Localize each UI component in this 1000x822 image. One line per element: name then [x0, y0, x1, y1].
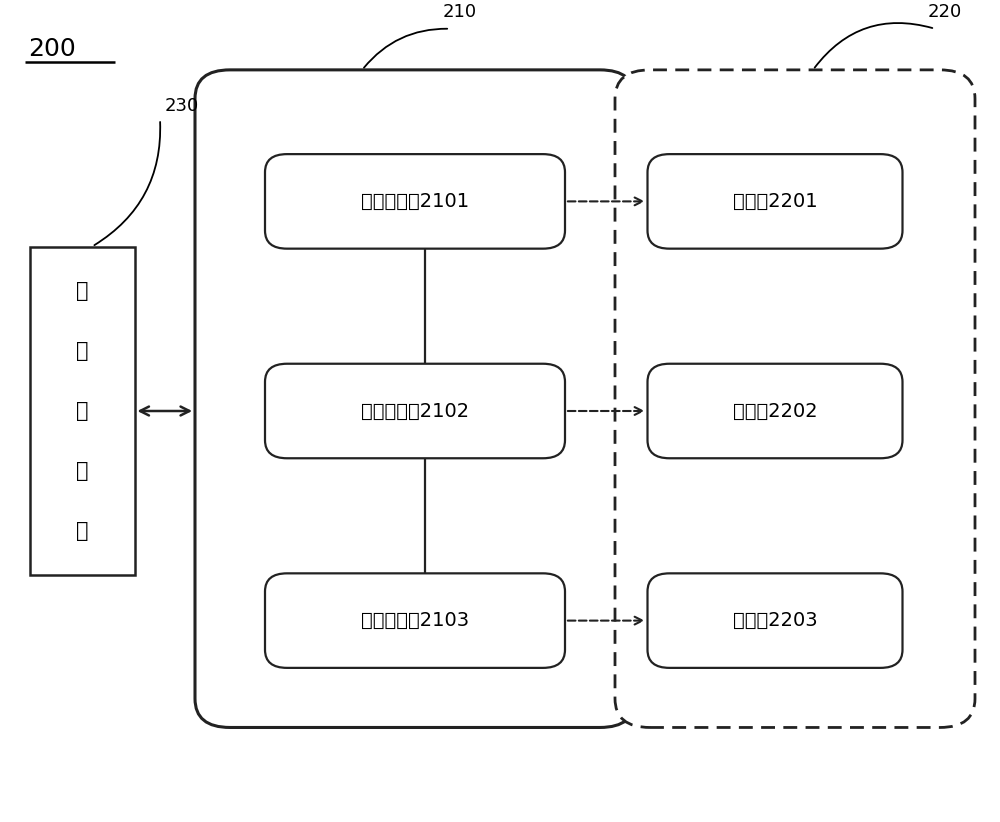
Text: 令牌桶2203: 令牌桶2203: [733, 611, 817, 630]
Text: 220: 220: [928, 2, 962, 21]
FancyBboxPatch shape: [648, 155, 902, 248]
Text: 服务器节点2101: 服务器节点2101: [361, 192, 469, 211]
FancyBboxPatch shape: [265, 363, 565, 459]
Text: 监: 监: [76, 341, 88, 361]
Text: 令牌桶2201: 令牌桶2201: [733, 192, 817, 211]
Text: 服务器节点2103: 服务器节点2103: [361, 611, 469, 630]
FancyBboxPatch shape: [265, 155, 565, 248]
Text: 控: 控: [76, 401, 88, 421]
Text: 令牌桶2202: 令牌桶2202: [733, 401, 817, 421]
Text: 服务器节点2102: 服务器节点2102: [361, 401, 469, 421]
FancyBboxPatch shape: [265, 574, 565, 667]
Text: 程: 程: [76, 520, 88, 541]
Text: 230: 230: [165, 97, 199, 115]
Text: 总: 总: [76, 281, 88, 302]
Text: 线: 线: [76, 461, 88, 481]
FancyBboxPatch shape: [615, 70, 975, 727]
Text: 210: 210: [443, 2, 477, 21]
FancyBboxPatch shape: [648, 574, 902, 667]
Bar: [30, 247, 135, 575]
FancyBboxPatch shape: [648, 363, 902, 459]
Text: 200: 200: [28, 37, 76, 61]
FancyBboxPatch shape: [195, 70, 635, 727]
